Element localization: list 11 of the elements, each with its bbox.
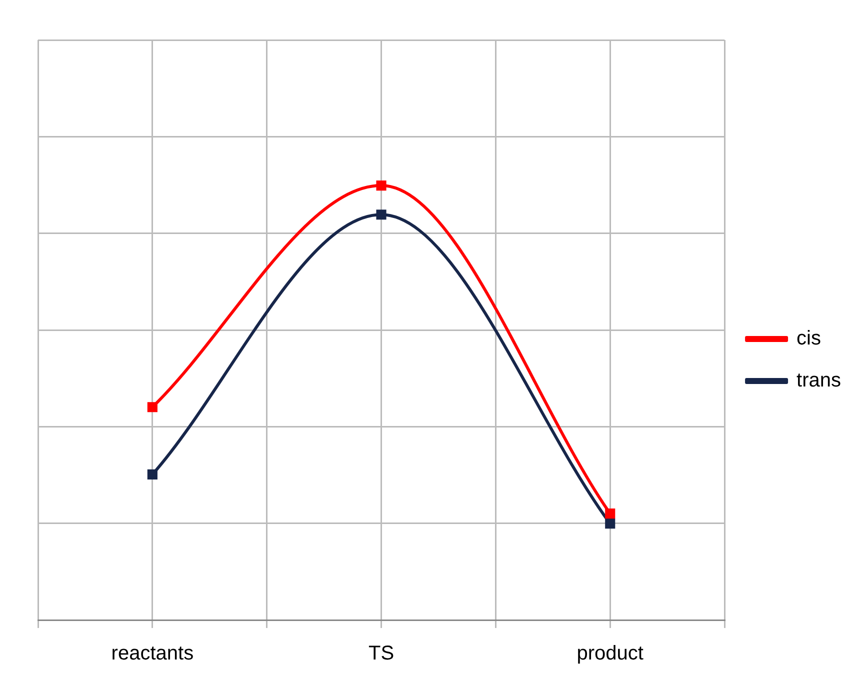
point bbox=[147, 402, 158, 412]
point bbox=[605, 518, 616, 529]
legend-label: trans bbox=[796, 370, 842, 392]
point bbox=[605, 508, 616, 519]
point bbox=[376, 210, 386, 220]
point bbox=[376, 180, 386, 191]
x-tick-label: TS bbox=[368, 642, 394, 665]
x-tick-label: product bbox=[576, 642, 644, 665]
legend-label: cis bbox=[796, 328, 821, 350]
point bbox=[147, 469, 158, 480]
x-tick-label: reactants bbox=[111, 642, 194, 665]
